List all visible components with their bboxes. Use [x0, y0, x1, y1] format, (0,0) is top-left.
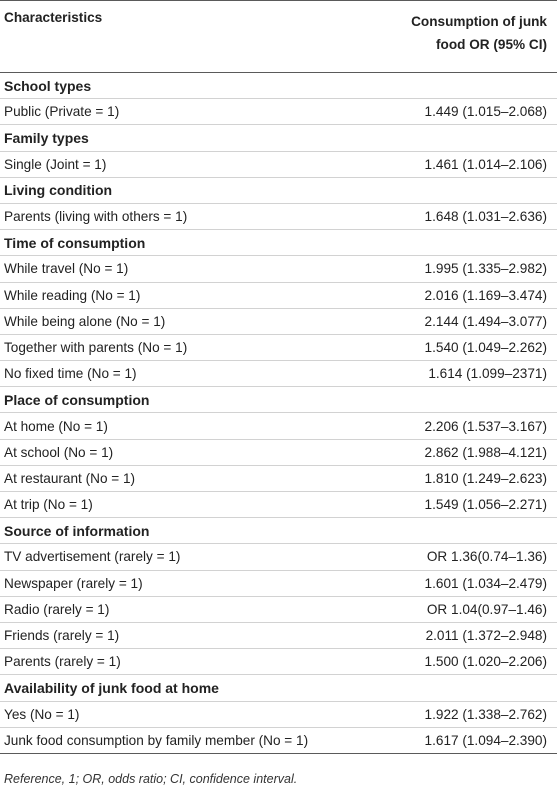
row-odds-ratio: OR 1.36(0.74–1.36) [426, 549, 547, 565]
table-row: While travel (No = 1) 1.995 (1.335–2.982) [0, 256, 557, 282]
section-label: Family types [4, 129, 89, 146]
table-row: Together with parents (No = 1) 1.540 (1.0… [0, 334, 557, 361]
row-odds-ratio: 1.461 (1.014–2.106) [424, 156, 547, 172]
section-row: School types [0, 73, 557, 99]
row-characteristic: Parents (rarely = 1) [4, 654, 121, 670]
row-odds-ratio: 1.648 (1.031–2.636) [424, 209, 547, 225]
table-row: Single (Joint = 1) 1.461 (1.014–2.106) [0, 151, 557, 178]
row-characteristic: Public (Private = 1) [4, 104, 120, 120]
section-label: Place of consumption [4, 391, 150, 408]
row-characteristic: No fixed time (No = 1) [4, 366, 137, 382]
table-footnote: Reference, 1; OR, odds ratio; CI, confid… [4, 772, 298, 786]
table-row: Newspaper (rarely = 1) 1.601 (1.034–2.479… [0, 570, 557, 597]
table-row: At home (No = 1) 2.206 (1.537–3.167) [0, 413, 557, 440]
row-odds-ratio: 1.810 (1.249–2.623) [424, 470, 547, 486]
table-row: Parents (living with others = 1) 1.648 (1… [0, 203, 557, 230]
section-row: Availability of junk food at home [0, 675, 557, 701]
table-header-row: Characteristics Consumption of junk food… [0, 0, 557, 73]
section-row: Time of consumption [0, 230, 557, 256]
row-characteristic: While being alone (No = 1) [4, 313, 166, 329]
section-label: Time of consumption [4, 234, 146, 251]
section-label: School types [4, 77, 92, 94]
table-row: Junk food consumption by family member (… [0, 727, 557, 754]
row-characteristic: At trip (No = 1) [4, 497, 93, 513]
row-odds-ratio: 1.995 (1.335–2.982) [424, 261, 547, 277]
row-odds-ratio: 2.862 (1.988–4.121) [424, 444, 547, 460]
section-label: Availability of junk food at home [4, 679, 219, 696]
row-odds-ratio: 1.540 (1.049–2.262) [424, 339, 547, 355]
row-odds-ratio: 1.500 (1.020–2.206) [424, 654, 547, 670]
row-characteristic: At restaurant (No = 1) [4, 470, 136, 486]
row-odds-ratio: 2.011 (1.372–2.948) [425, 628, 547, 644]
row-odds-ratio: 2.144 (1.494–3.077) [424, 313, 547, 329]
header-consumption: Consumption of junk food OR (95% CI) [380, 0, 557, 73]
section-label: Living condition [4, 182, 113, 199]
row-odds-ratio: 1.601 (1.034–2.479) [424, 575, 547, 591]
row-characteristic: Single (Joint = 1) [4, 156, 107, 172]
table-row: Friends (rarely = 1) 2.011 (1.372–2.948) [0, 622, 557, 649]
table-row: Radio (rarely = 1) OR 1.04(0.97–1.46) [0, 596, 557, 623]
section-label: Source of information [4, 522, 150, 539]
row-characteristic: At home (No = 1) [4, 418, 108, 434]
section-row: Source of information [0, 518, 557, 544]
row-odds-ratio: 1.449 (1.015–2.068) [424, 104, 547, 120]
row-odds-ratio: 2.016 (1.169–3.474) [424, 287, 547, 303]
table-row: TV advertisement (rarely = 1) OR 1.36(0.7… [0, 544, 557, 571]
odds-ratio-table: Characteristics Consumption of junk food… [0, 0, 557, 754]
row-characteristic: Together with parents (No = 1) [4, 339, 188, 355]
row-odds-ratio: 1.614 (1.099–2371) [428, 366, 547, 382]
table-row: Parents (rarely = 1) 1.500 (1.020–2.206) [0, 649, 557, 675]
table-body: School types Public (Private = 1) 1.449 (1… [0, 73, 557, 754]
row-characteristic: Parents (living with others = 1) [4, 209, 188, 225]
table-row: While reading (No = 1) 2.016 (1.169–3.474… [0, 282, 557, 309]
row-characteristic: Newspaper (rarely = 1) [4, 575, 143, 591]
header-characteristics: Characteristics [0, 0, 380, 73]
table-row: While being alone (No = 1) 2.144 (1.494–3… [0, 308, 557, 335]
header-consumption-line2: food OR (95% CI) [435, 37, 547, 52]
row-odds-ratio: OR 1.04(0.97–1.46) [426, 601, 547, 617]
table-row: Yes (No = 1) 1.922 (1.338–2.762) [0, 701, 557, 728]
row-odds-ratio: 1.549 (1.056–2.271) [424, 497, 547, 513]
row-characteristic: Junk food consumption by family member (… [4, 732, 309, 748]
row-characteristic: At school (No = 1) [4, 444, 114, 460]
table-row: At restaurant (No = 1) 1.810 (1.249–2.623… [0, 465, 557, 492]
row-characteristic: TV advertisement (rarely = 1) [4, 549, 181, 565]
row-odds-ratio: 2.206 (1.537–3.167) [424, 418, 547, 434]
table-row: At school (No = 1) 2.862 (1.988–4.121) [0, 439, 557, 466]
row-odds-ratio: 1.617 (1.094–2.390) [424, 732, 547, 748]
row-characteristic: Yes (No = 1) [4, 706, 80, 722]
table-row: Public (Private = 1) 1.449 (1.015–2.068) [0, 99, 557, 125]
table-row: At trip (No = 1) 1.549 (1.056–2.271) [0, 492, 557, 518]
row-odds-ratio: 1.922 (1.338–2.762) [424, 706, 547, 722]
row-characteristic: While travel (No = 1) [4, 261, 129, 277]
section-row: Place of consumption [0, 387, 557, 413]
section-row: Family types [0, 125, 557, 152]
section-row: Living condition [0, 177, 557, 204]
header-consumption-line1: Consumption of junk [411, 14, 547, 29]
row-characteristic: While reading (No = 1) [4, 287, 141, 303]
row-characteristic: Radio (rarely = 1) [4, 601, 110, 617]
row-characteristic: Friends (rarely = 1) [4, 628, 120, 644]
table-row: No fixed time (No = 1) 1.614 (1.099–2371) [0, 361, 557, 387]
